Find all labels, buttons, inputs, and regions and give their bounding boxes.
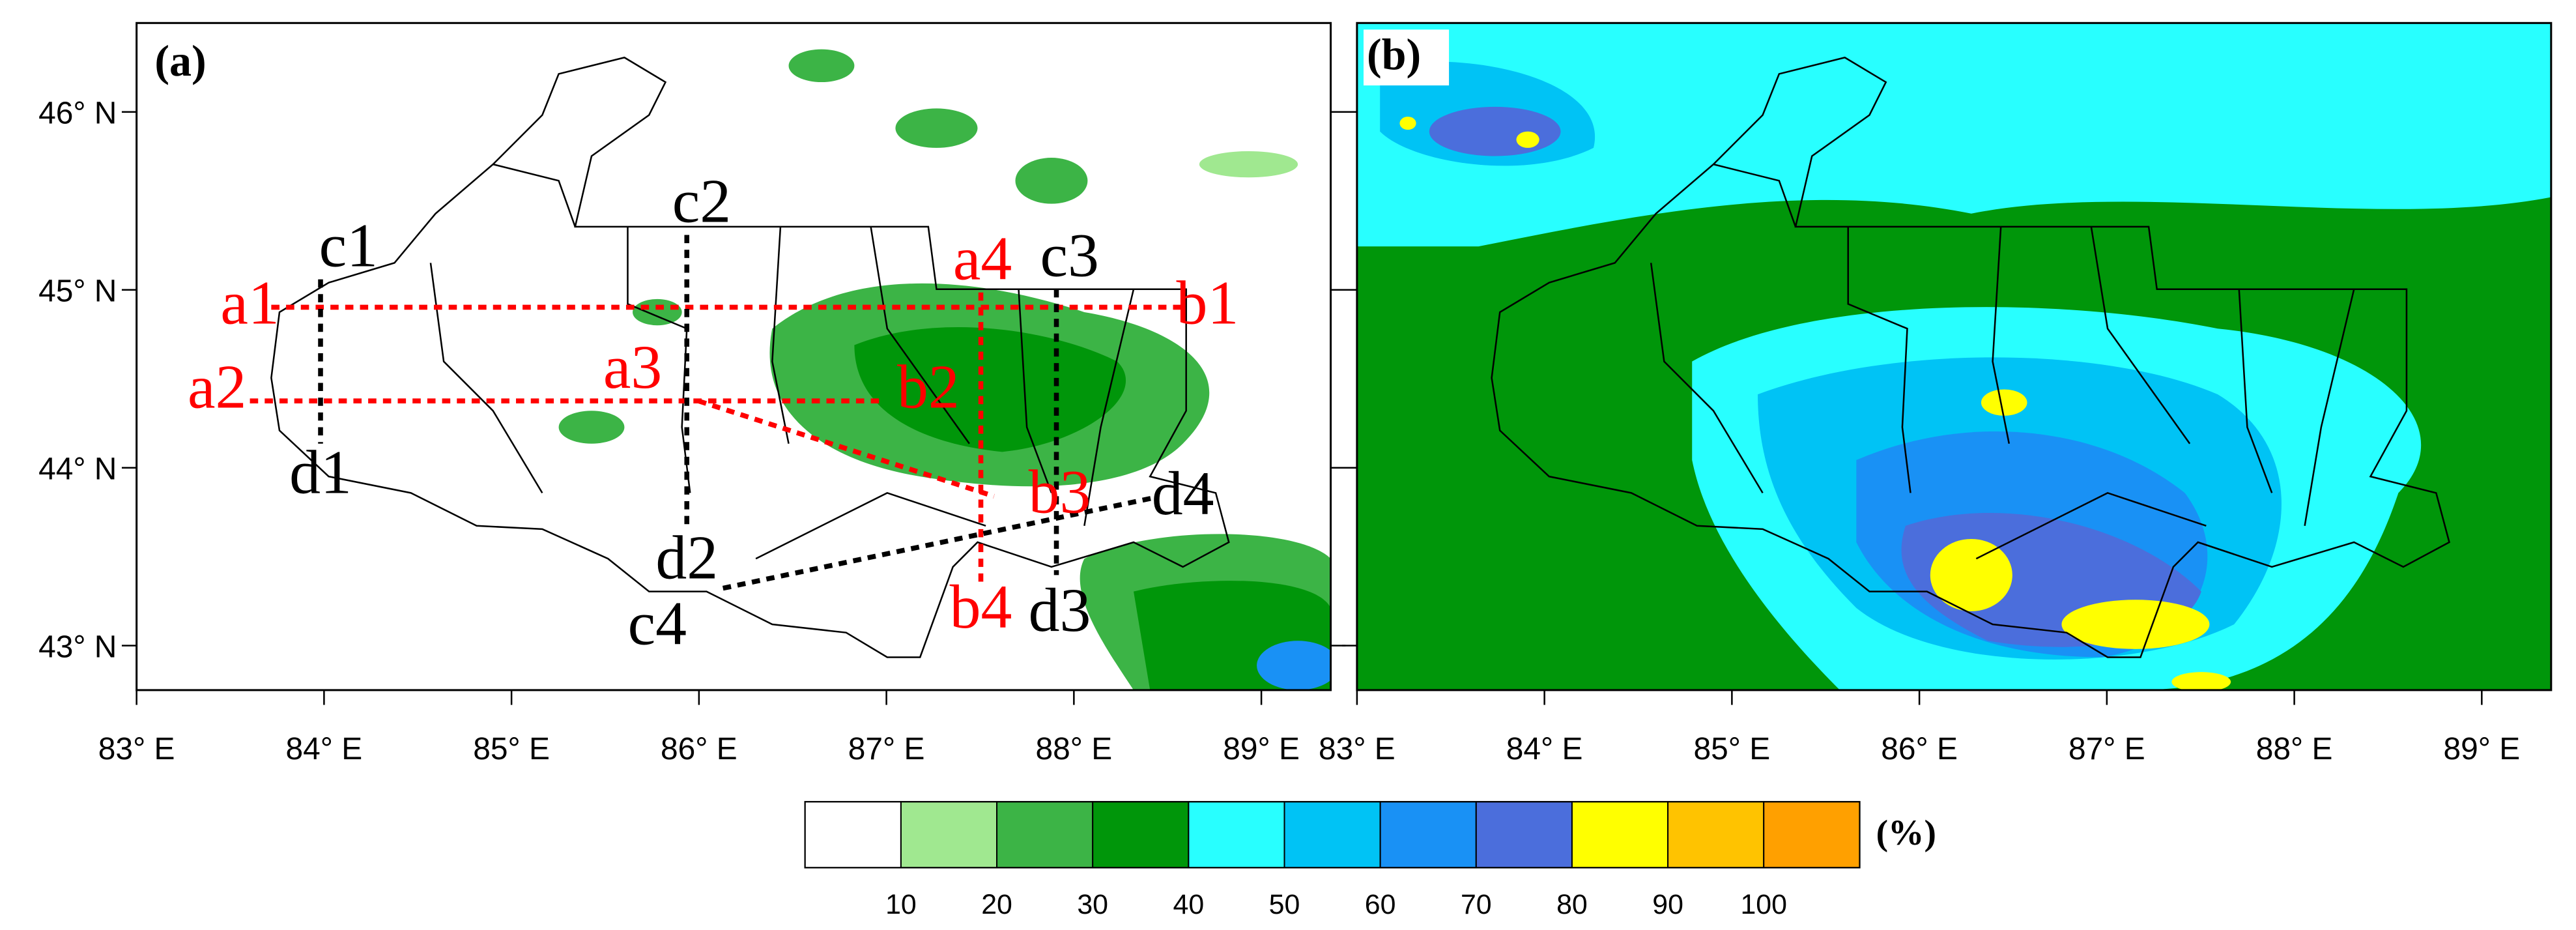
transect-label: d4 <box>1152 459 1214 528</box>
transect-label: c3 <box>1040 221 1098 290</box>
panel-a-field <box>136 23 1331 690</box>
colorbar-swatch <box>804 801 902 869</box>
colorbar-label: 80 <box>1556 889 1588 920</box>
x-tick-label: 85° E <box>1694 732 1771 766</box>
x-tick-label: 86° E <box>1881 732 1958 766</box>
transect-label: a4 <box>953 224 1012 293</box>
y-tick-label: 44° N <box>38 452 117 486</box>
panel-a-frame <box>136 22 1332 691</box>
transect-label: c1 <box>319 211 378 280</box>
x-tick-label: 88° E <box>1036 732 1113 766</box>
x-tick-label: 85° E <box>473 732 550 766</box>
transect-label: b2 <box>897 352 960 421</box>
y-tick-label: 46° N <box>38 96 117 130</box>
colorbar-swatch <box>1379 801 1477 869</box>
colorbar-label: 50 <box>1269 889 1300 920</box>
colorbar-swatch <box>1283 801 1381 869</box>
transect-a3-b3 <box>697 398 995 499</box>
colorbar-label: 20 <box>981 889 1012 920</box>
transect-label: d3 <box>1029 575 1091 645</box>
transect-label: c4 <box>628 589 687 658</box>
x-tick-label: 89° E <box>1223 732 1300 766</box>
x-tick-label: 87° E <box>848 732 925 766</box>
colorbar-swatch <box>1475 801 1573 869</box>
transect-label: c2 <box>672 166 731 235</box>
label-bg <box>1363 29 1450 86</box>
panel-b-field <box>1356 23 2551 690</box>
colorbar-label: 10 <box>885 889 917 920</box>
panel-label: (a) <box>154 36 206 85</box>
transect-label: d2 <box>655 523 718 592</box>
y-tick-label: 45° N <box>38 274 117 308</box>
x-tick-label: 84° E <box>286 732 363 766</box>
transect-label: a1 <box>220 269 279 338</box>
x-tick-label: 87° E <box>2068 732 2145 766</box>
transect-label: d1 <box>289 437 352 506</box>
transect-label: b3 <box>1029 458 1091 527</box>
colorbar-label: 90 <box>1652 889 1683 920</box>
x-tick-label: 86° E <box>661 732 737 766</box>
panel-label: (b) <box>1367 29 1421 79</box>
colorbar-label: 40 <box>1173 889 1205 920</box>
x-tick-label: 83° E <box>1319 732 1395 766</box>
colorbar-swatch <box>1188 801 1285 869</box>
colorbar-label: 100 <box>1740 889 1787 920</box>
colorbar-unit: (%) <box>1876 813 1936 852</box>
colorbar-swatch <box>996 801 1094 869</box>
label-bg <box>148 29 260 93</box>
transect-lines <box>250 235 1186 591</box>
x-tick-label: 83° E <box>98 732 175 766</box>
panel-b-frame <box>1356 22 2553 691</box>
colorbar-swatch <box>1571 801 1669 869</box>
x-tick-label: 88° E <box>2256 732 2333 766</box>
y-tick-label: 43° N <box>38 630 117 664</box>
colorbar-swatch <box>1763 801 1861 869</box>
x-tick-label: 89° E <box>2444 732 2521 766</box>
x-tick-label: 84° E <box>1506 732 1583 766</box>
transect-label: b4 <box>950 572 1012 641</box>
transect-label: a2 <box>188 352 246 421</box>
colorbar-swatch <box>1667 801 1765 869</box>
transect-label: a3 <box>603 332 662 401</box>
colorbar-label: 30 <box>1077 889 1108 920</box>
colorbar-label: 60 <box>1365 889 1396 920</box>
transect-label: b1 <box>1177 269 1239 338</box>
colorbar-swatch <box>1092 801 1190 869</box>
colorbar-swatch <box>900 801 998 869</box>
colorbar-label: 70 <box>1461 889 1492 920</box>
